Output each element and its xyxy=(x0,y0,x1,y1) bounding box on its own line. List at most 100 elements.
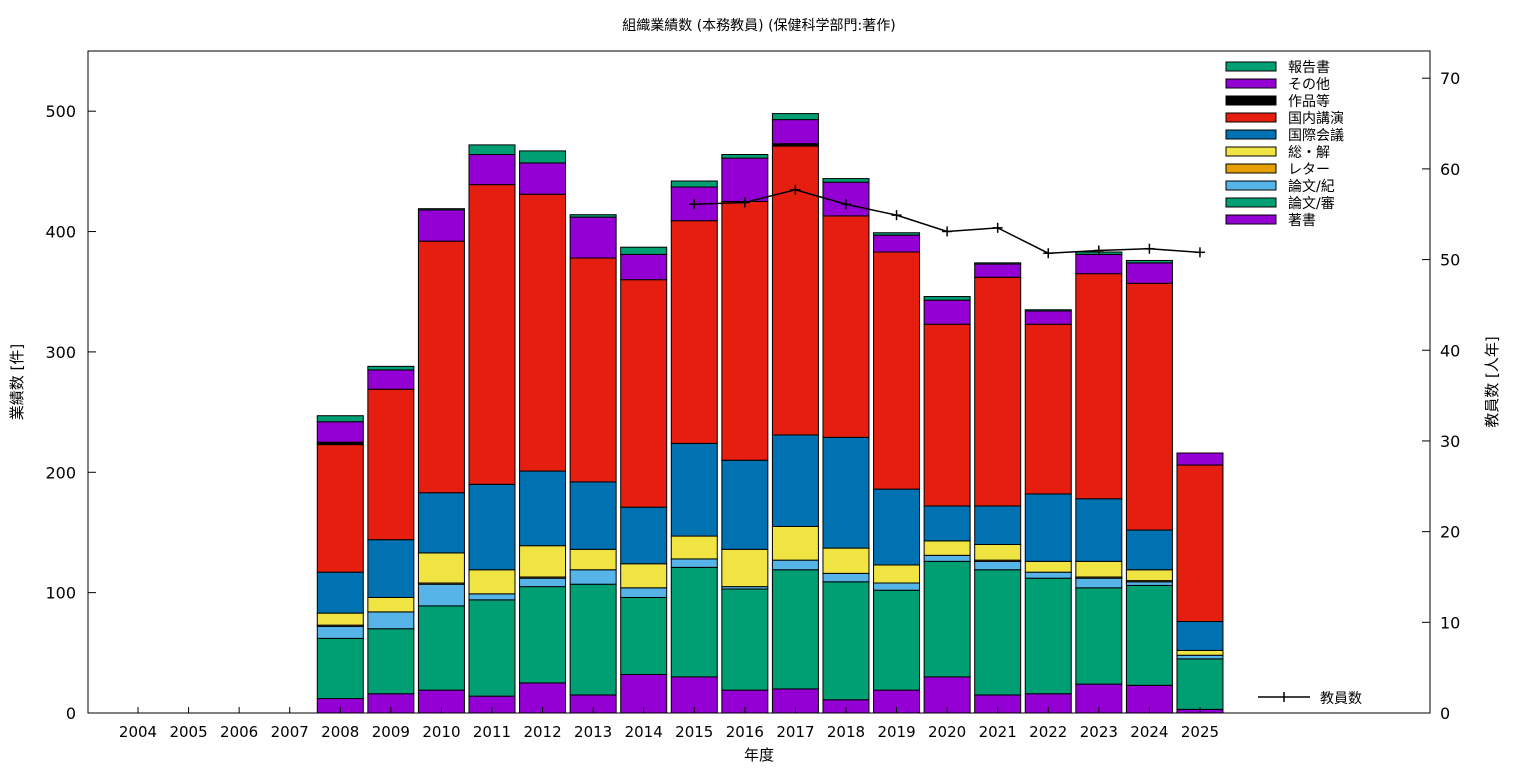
bar-segment xyxy=(974,505,1022,545)
bar-segment xyxy=(873,232,921,236)
plot-frame xyxy=(87,50,1431,714)
bar-segment xyxy=(316,421,364,443)
y-tick-label: 100 xyxy=(45,584,76,603)
bar-segment xyxy=(670,558,718,568)
bar-segment xyxy=(923,323,971,507)
bar-segment xyxy=(822,181,870,217)
bar-segment xyxy=(670,535,718,560)
x-tick-label: 2005 xyxy=(169,723,207,741)
bar-segment xyxy=(923,299,971,325)
bar-segment xyxy=(468,144,516,156)
bar-segment xyxy=(620,279,668,508)
bar-segment xyxy=(1176,658,1224,710)
bar-segment xyxy=(519,545,567,578)
bar-segment xyxy=(1125,259,1173,264)
bar-segment xyxy=(1176,464,1224,623)
bar-segment xyxy=(822,547,870,574)
x-tick-label: 2011 xyxy=(473,723,511,741)
x-tick-label: 2025 xyxy=(1181,723,1219,741)
bar-segment xyxy=(468,154,516,186)
bar-segment xyxy=(367,365,415,371)
bar-segment xyxy=(620,587,668,598)
bar-segment xyxy=(1125,262,1173,284)
bar-segment xyxy=(721,548,769,588)
bar-segment xyxy=(1176,452,1224,466)
legend-label: レター xyxy=(1288,162,1330,178)
teacher-count-line xyxy=(694,188,1201,254)
x-tick-label: 2022 xyxy=(1029,723,1067,741)
legend-label: 論文/紀 xyxy=(1288,179,1335,195)
bar-segment xyxy=(569,216,617,259)
bar-segment xyxy=(670,442,718,537)
bar-segment xyxy=(1024,577,1072,695)
bar-segment xyxy=(519,586,567,684)
bar-segment xyxy=(923,540,971,556)
y2-axis-label: 教員数 [人年] xyxy=(1483,336,1501,427)
bar-segment xyxy=(771,434,819,527)
bar-segment xyxy=(468,184,516,485)
bar-segment xyxy=(417,240,465,494)
x-tick-label: 2020 xyxy=(928,723,966,741)
bar-segment xyxy=(1125,282,1173,531)
bar-segment xyxy=(721,588,769,691)
legend-label: 論文/審 xyxy=(1288,196,1335,212)
legend-label: 総・解 xyxy=(1288,145,1330,161)
bar-segment xyxy=(519,150,567,164)
bar-segment xyxy=(974,543,1022,561)
bar-segment xyxy=(367,539,415,598)
bar-segment xyxy=(974,560,1022,571)
x-tick-label: 2009 xyxy=(372,723,410,741)
x-tick-label: 2019 xyxy=(877,723,915,741)
bar-segment xyxy=(974,276,1022,507)
bar-segment xyxy=(417,492,465,554)
legend-label: その他 xyxy=(1288,77,1330,93)
bar-segment xyxy=(1075,577,1123,589)
x-tick-label: 2017 xyxy=(776,723,814,741)
bar-segment xyxy=(771,569,819,690)
bar-segment xyxy=(620,596,668,675)
bar-segment xyxy=(519,193,567,472)
bar-segment xyxy=(1125,529,1173,571)
legend-swatch xyxy=(1225,95,1277,106)
axes-group: 0 100 200 300 400 500 0 10 20 30 40 50 60 70 2004 2005 2… xyxy=(45,50,1460,741)
bar-segment xyxy=(620,246,668,255)
bar-segment xyxy=(519,577,567,588)
bar-segment xyxy=(569,583,617,696)
bar-segment xyxy=(316,625,364,639)
legend-label: 著書 xyxy=(1288,213,1316,229)
bar-segment xyxy=(771,119,819,145)
bar-segment xyxy=(316,571,364,614)
y-tick-label: 0 xyxy=(66,704,76,723)
bar-segment xyxy=(670,220,718,444)
bar-segment xyxy=(620,506,668,565)
legend-swatch xyxy=(1225,129,1277,140)
bar-segment xyxy=(1024,310,1072,325)
legend-swatch xyxy=(1225,180,1277,191)
bar-segment xyxy=(1125,569,1173,582)
bar-segment xyxy=(468,569,516,595)
bar-segment xyxy=(670,676,718,714)
bar-segment xyxy=(721,459,769,550)
bar-segment xyxy=(1075,273,1123,500)
bar-segment xyxy=(569,569,617,585)
legend-line-label: 教員数 xyxy=(1320,691,1362,707)
y-tick-label: 200 xyxy=(45,463,76,482)
bar-segment xyxy=(1125,581,1173,586)
bar-segment xyxy=(417,209,465,242)
bar-segment xyxy=(873,564,921,584)
bar-segment xyxy=(367,611,415,630)
bar-segment xyxy=(771,559,819,571)
bar-segment xyxy=(974,262,1022,265)
legend-swatch xyxy=(1225,61,1277,72)
y2-tick-label: 0 xyxy=(1440,704,1450,723)
bar-segment xyxy=(923,554,971,562)
x-tick-label: 2006 xyxy=(220,723,258,741)
bar-segment xyxy=(873,488,921,566)
bar-segment xyxy=(1075,560,1123,578)
bar-segment xyxy=(367,628,415,695)
bar-segment xyxy=(670,566,718,678)
legend-label: 報告書 xyxy=(1288,60,1330,76)
bar-segment xyxy=(417,583,465,607)
